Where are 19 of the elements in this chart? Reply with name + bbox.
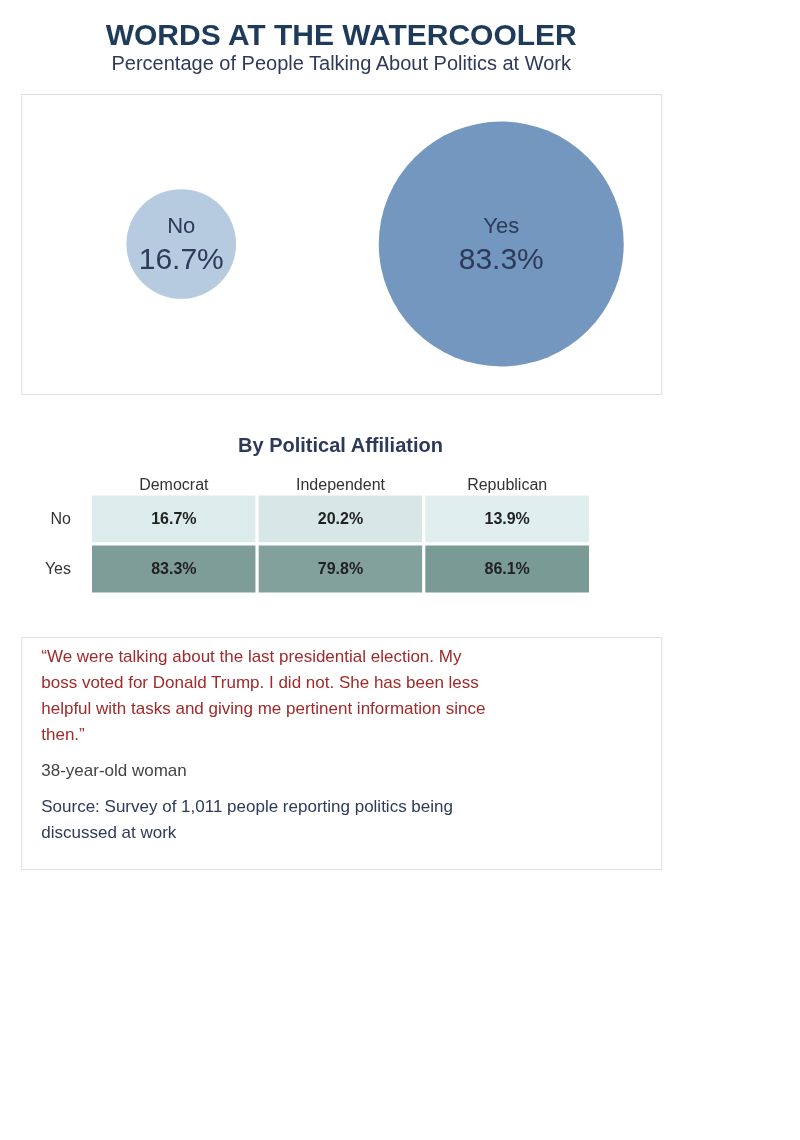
data-label: 20.2% [317, 510, 364, 527]
data-label: 86.1% [484, 560, 530, 577]
data-label: 79.8% [317, 560, 364, 577]
data-label: 83.3% [458, 242, 544, 275]
data-label: 13.9% [484, 510, 530, 527]
category-label: Yes [483, 213, 520, 238]
source-note: Source: Survey of 1,011 people reporting politics being discussed at work [41, 797, 453, 842]
data-label: 16.7% [151, 510, 197, 527]
x-tick-label: Republican [467, 475, 548, 493]
x-tick-label: Democrat [139, 475, 210, 493]
data-label: 16.7% [138, 242, 224, 275]
chart-title: By Political Affiliation [238, 434, 443, 456]
text: WORDS AT THE WATERCOOLER [105, 18, 578, 51]
data-label: 83.3% [151, 560, 197, 577]
text: 38-year-old woman [41, 761, 187, 780]
category-label: No [167, 213, 196, 238]
x-tick-label: Independent [296, 475, 386, 493]
text: Percentage of People Talking About Politics at Work [111, 52, 573, 74]
text: “We were talking about the last presidential election. My boss voted for Donald Trump. I did not. She has been less helpful with tasks and giving me pertinent information since then.” [41, 647, 486, 744]
